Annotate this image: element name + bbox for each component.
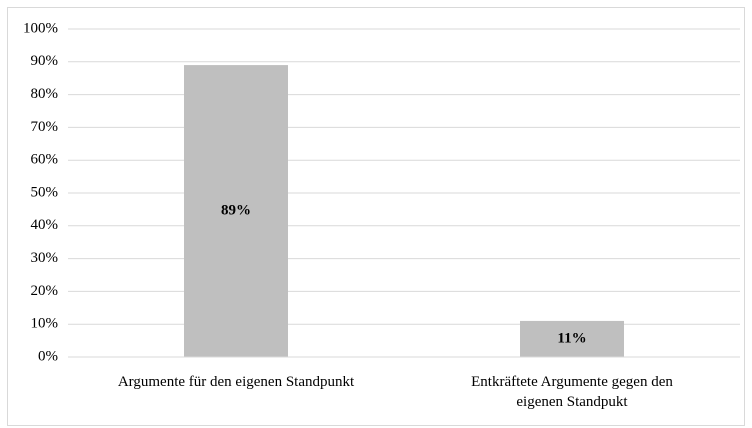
chart-frame — [7, 7, 745, 426]
data-label: 89% — [221, 202, 251, 218]
y-tick-label: 0% — [38, 348, 58, 364]
y-tick-label: 60% — [31, 152, 59, 168]
x-tick-label: Entkräftete Argumente gegen den eigenen … — [471, 374, 673, 410]
y-tick-label: 70% — [31, 119, 59, 135]
y-tick-label: 30% — [31, 250, 59, 266]
y-tick-label: 20% — [31, 283, 59, 299]
data-label: 11% — [557, 330, 586, 346]
y-tick-label: 100% — [23, 20, 58, 36]
y-tick-label: 50% — [31, 184, 59, 200]
bar — [184, 65, 288, 357]
y-tick-label: 40% — [31, 217, 59, 233]
y-tick-label: 10% — [31, 316, 59, 332]
bar — [520, 320, 624, 357]
x-tick-label: Argumente für den eigenen Standpunkt — [117, 374, 355, 390]
y-tick-label: 80% — [31, 86, 59, 102]
y-tick-label: 90% — [31, 53, 59, 69]
